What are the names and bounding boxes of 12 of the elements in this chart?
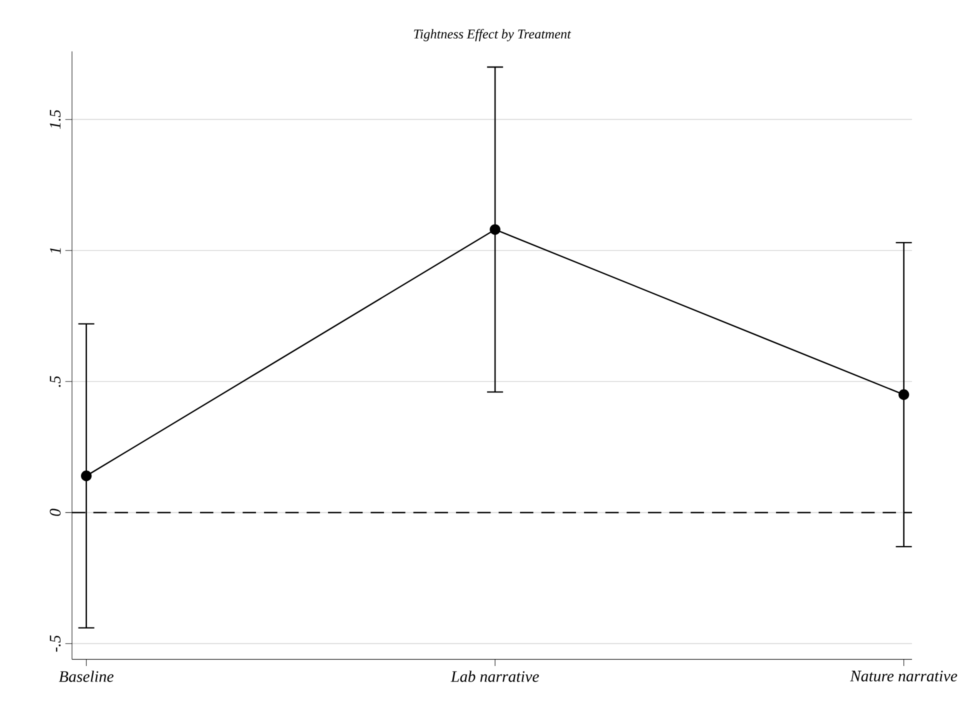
point: [490, 224, 500, 235]
point: [898, 389, 910, 400]
chart-title: Tightness Effect by Treatment: [414, 29, 572, 42]
y-tick-label: -.5: [50, 635, 61, 652]
y-tick-label: .5: [50, 376, 61, 387]
y-tick-label: 1: [50, 248, 61, 254]
x-tick-label: Baseline: [58, 670, 114, 682]
x-tick-label: Nature narrative: [850, 670, 958, 682]
point: [80, 470, 92, 482]
y-tick-label: 1.5: [50, 110, 61, 129]
y-tick-label: 0: [50, 508, 61, 516]
x-tick-label: Lab narrative: [450, 670, 539, 682]
